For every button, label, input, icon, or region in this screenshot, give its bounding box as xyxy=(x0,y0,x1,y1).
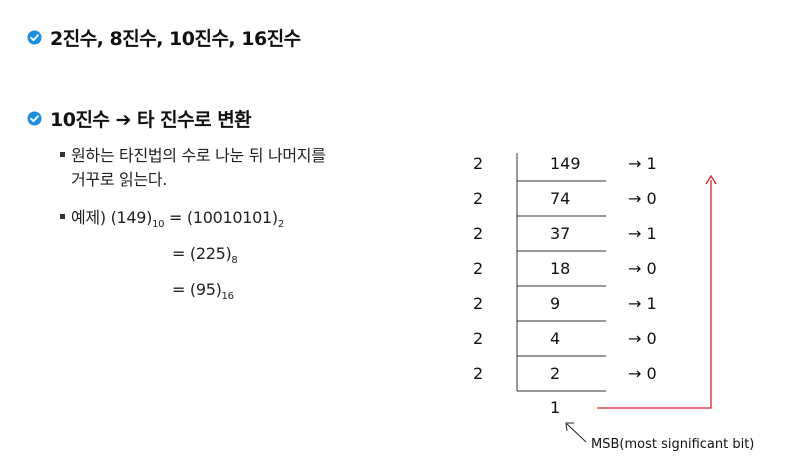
bullet-line-1: 원하는 타진법의 수로 나눈 뒤 나머지를 xyxy=(71,146,326,165)
divisor: 2 xyxy=(473,294,484,313)
bullet-line-2: 거꾸로 읽는다. xyxy=(71,170,168,189)
quotient: 37 xyxy=(550,224,571,243)
msb-arrowhead-icon xyxy=(565,422,574,432)
subscript-base-8: 8 xyxy=(231,255,238,267)
subscript-base-16: 16 xyxy=(221,291,234,303)
subscript-base-2: 2 xyxy=(277,219,284,231)
divisor: 2 xyxy=(473,224,484,243)
quotient: 18 xyxy=(550,259,571,278)
example-binary: 예제) (149)10 = (10010101)2 xyxy=(60,206,284,237)
remainder: → 0 xyxy=(628,329,657,348)
example-binary-result: = (10010101) xyxy=(164,208,278,227)
square-bullet-icon xyxy=(60,152,65,157)
example-prefix: 예제) (149) xyxy=(71,208,153,227)
square-bullet-icon xyxy=(60,214,65,219)
divisor: 2 xyxy=(473,259,484,278)
final-quotient: 1 xyxy=(550,398,561,417)
quotient: 4 xyxy=(550,329,561,348)
check-circle-icon xyxy=(27,111,42,126)
remainder: → 1 xyxy=(628,294,657,313)
section-heading-decimal-conversion: 10진수 ➔ 타 진수로 변환 xyxy=(27,105,252,132)
quotient: 9 xyxy=(550,294,561,313)
example-hex: = (95)16 xyxy=(172,278,234,309)
remainder: → 0 xyxy=(628,259,657,278)
example-octal: = (225)8 xyxy=(172,242,238,273)
arrow-up-icon xyxy=(705,174,717,185)
quotient: 149 xyxy=(550,154,581,173)
example-hex-result: = (95) xyxy=(172,280,222,299)
section-heading-text: 10진수 ➔ 타 진수로 변환 xyxy=(50,109,252,131)
divisor: 2 xyxy=(473,364,484,383)
divisor: 2 xyxy=(473,154,484,173)
divisor: 2 xyxy=(473,189,484,208)
remainder: → 0 xyxy=(628,364,657,383)
section-heading-number-systems: 2진수, 8진수, 10진수, 16진수 xyxy=(27,24,301,51)
msb-label: MSB(most significant bit) xyxy=(591,437,755,452)
msb-pointer-arrow xyxy=(566,423,587,443)
subscript-base-10: 10 xyxy=(152,219,165,231)
check-circle-icon xyxy=(27,30,42,45)
remainder: → 0 xyxy=(628,189,657,208)
remainder: → 1 xyxy=(628,154,657,173)
bullet-explanation: 원하는 타진법의 수로 나눈 뒤 나머지를 거꾸로 읽는다. xyxy=(60,144,326,192)
remainder: → 1 xyxy=(628,224,657,243)
quotient: 2 xyxy=(550,364,561,383)
example-octal-result: = (225) xyxy=(172,244,232,263)
quotient: 74 xyxy=(550,189,571,208)
section-heading-text: 2진수, 8진수, 10진수, 16진수 xyxy=(50,28,301,50)
divisor: 2 xyxy=(473,329,484,348)
